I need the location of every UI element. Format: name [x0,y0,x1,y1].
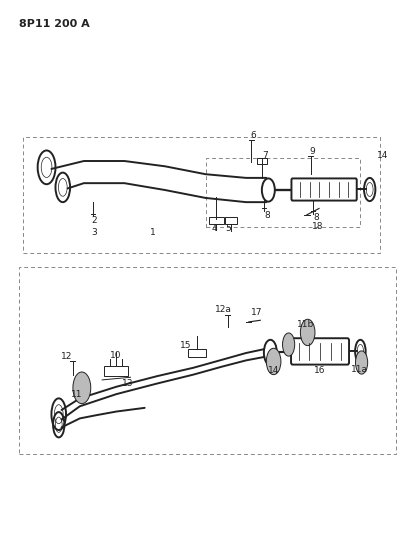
Text: 15: 15 [180,341,191,350]
Text: 18: 18 [312,222,323,231]
Text: 8: 8 [313,214,319,222]
Text: 11: 11 [71,390,82,399]
Text: 13: 13 [122,379,134,388]
Text: 12a: 12a [215,305,232,314]
Text: 3: 3 [92,228,97,237]
Bar [23,138,380,253]
Text: 17: 17 [251,309,263,318]
Ellipse shape [356,351,368,374]
FancyBboxPatch shape [291,338,349,365]
Text: 14: 14 [377,151,389,160]
Text: 1: 1 [150,228,156,237]
Text: 14: 14 [268,366,279,375]
Text: 5: 5 [225,224,231,233]
Bar [225,217,237,224]
Text: 8: 8 [264,212,270,220]
Text: 11a: 11a [351,365,368,374]
Text: 9: 9 [309,147,315,156]
FancyBboxPatch shape [104,366,129,376]
Bar [206,158,360,227]
Text: 11b: 11b [298,320,315,329]
Text: 10: 10 [110,351,121,360]
Bar [209,217,224,224]
Ellipse shape [264,340,277,365]
FancyBboxPatch shape [291,179,357,200]
Text: 4: 4 [212,224,217,233]
Text: 8P11 200 A: 8P11 200 A [19,19,90,29]
Ellipse shape [73,372,91,403]
Text: 12: 12 [61,352,72,361]
Ellipse shape [300,319,315,345]
Text: 2: 2 [92,215,97,224]
FancyBboxPatch shape [188,349,206,357]
FancyBboxPatch shape [257,158,267,164]
Ellipse shape [262,179,275,201]
Ellipse shape [282,333,295,356]
Text: 7: 7 [262,151,268,160]
Bar [19,266,396,454]
Text: 16: 16 [314,366,326,375]
Text: 6: 6 [250,131,256,140]
Ellipse shape [266,348,281,375]
